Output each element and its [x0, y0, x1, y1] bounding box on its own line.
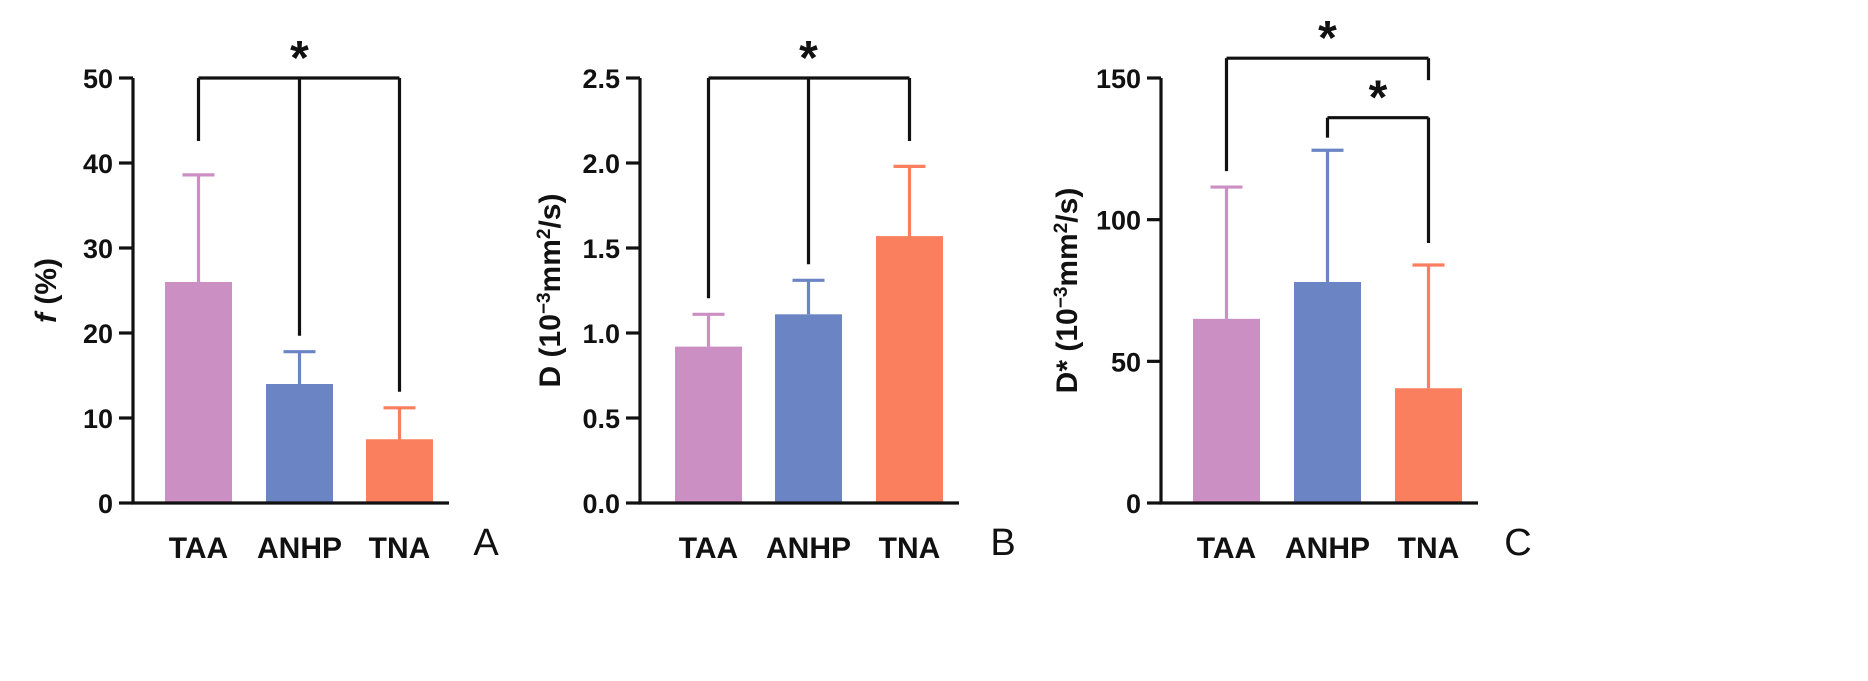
y-tick-label: 0.5	[582, 404, 620, 434]
significance-star: *	[290, 32, 309, 85]
y-axis-title: f (%)	[30, 258, 63, 323]
x-tick-label-taa: TAA	[679, 532, 738, 565]
x-tick-label-tna: TNA	[369, 532, 431, 565]
significance-star: *	[1318, 12, 1337, 65]
y-tick-label: 2.0	[582, 149, 620, 179]
x-tick-label-tna: TNA	[1398, 532, 1460, 565]
panel-b: 0.0 0.5 1.0 1.5 2.0 2.5 TAA ANHP TNA B D (10−3mm2/…	[534, 32, 1016, 565]
significance-bracket: *	[1325, 72, 1431, 243]
y-axis-title: D (10−3mm2/s)	[534, 194, 568, 388]
significance-star: *	[799, 32, 818, 85]
bar-anhp	[1294, 282, 1361, 503]
bar-anhp	[775, 314, 842, 503]
y-tick-label: 20	[83, 319, 113, 349]
panel-letter: C	[1504, 522, 1531, 564]
y-tick-label: 50	[1111, 347, 1141, 377]
y-tick-label: 100	[1096, 206, 1141, 236]
significance-star: *	[1369, 72, 1388, 125]
x-tick-label-tna: TNA	[879, 532, 941, 565]
bar-tna	[876, 236, 943, 503]
y-tick-label: 0	[1126, 489, 1141, 519]
x-tick-label-anhp: ANHP	[766, 532, 851, 565]
significance-bracket: *	[706, 32, 912, 299]
y-tick-label: 30	[83, 234, 113, 264]
significance-bracket: *	[1224, 12, 1431, 172]
x-tick-label-anhp: ANHP	[257, 532, 342, 565]
y-tick-label: 0.0	[582, 489, 620, 519]
panel-a: 0 10 20 30 40 50 TAA ANHP TNA Af (%) *	[30, 32, 499, 565]
x-tick-label-taa: TAA	[169, 532, 228, 565]
y-tick-label: 1.0	[582, 319, 620, 349]
bar-taa	[675, 346, 742, 503]
y-tick-label: 50	[83, 64, 113, 94]
panel-letter: B	[990, 522, 1015, 564]
bar-taa	[165, 282, 232, 503]
panel-c: 0 50 100 150 TAA ANHP TNA C D* (10−3mm2/s) * *	[1051, 12, 1532, 565]
y-tick-label: 0	[98, 489, 113, 519]
y-tick-label: 2.5	[582, 64, 620, 94]
y-tick-label: 10	[83, 404, 113, 434]
panel-letter: A	[473, 522, 499, 564]
y-tick-label: 150	[1096, 64, 1141, 94]
bar-tna	[1395, 388, 1462, 503]
bar-taa	[1193, 318, 1260, 503]
x-tick-label-anhp: ANHP	[1285, 532, 1370, 565]
significance-bracket: *	[196, 32, 402, 392]
y-axis-title: D* (10−3mm2/s)	[1051, 188, 1085, 394]
y-tick-label: 40	[83, 149, 113, 179]
bar-anhp	[266, 384, 333, 503]
bar-tna	[366, 439, 433, 503]
x-tick-label-taa: TAA	[1197, 532, 1256, 565]
y-tick-label: 1.5	[582, 234, 620, 264]
